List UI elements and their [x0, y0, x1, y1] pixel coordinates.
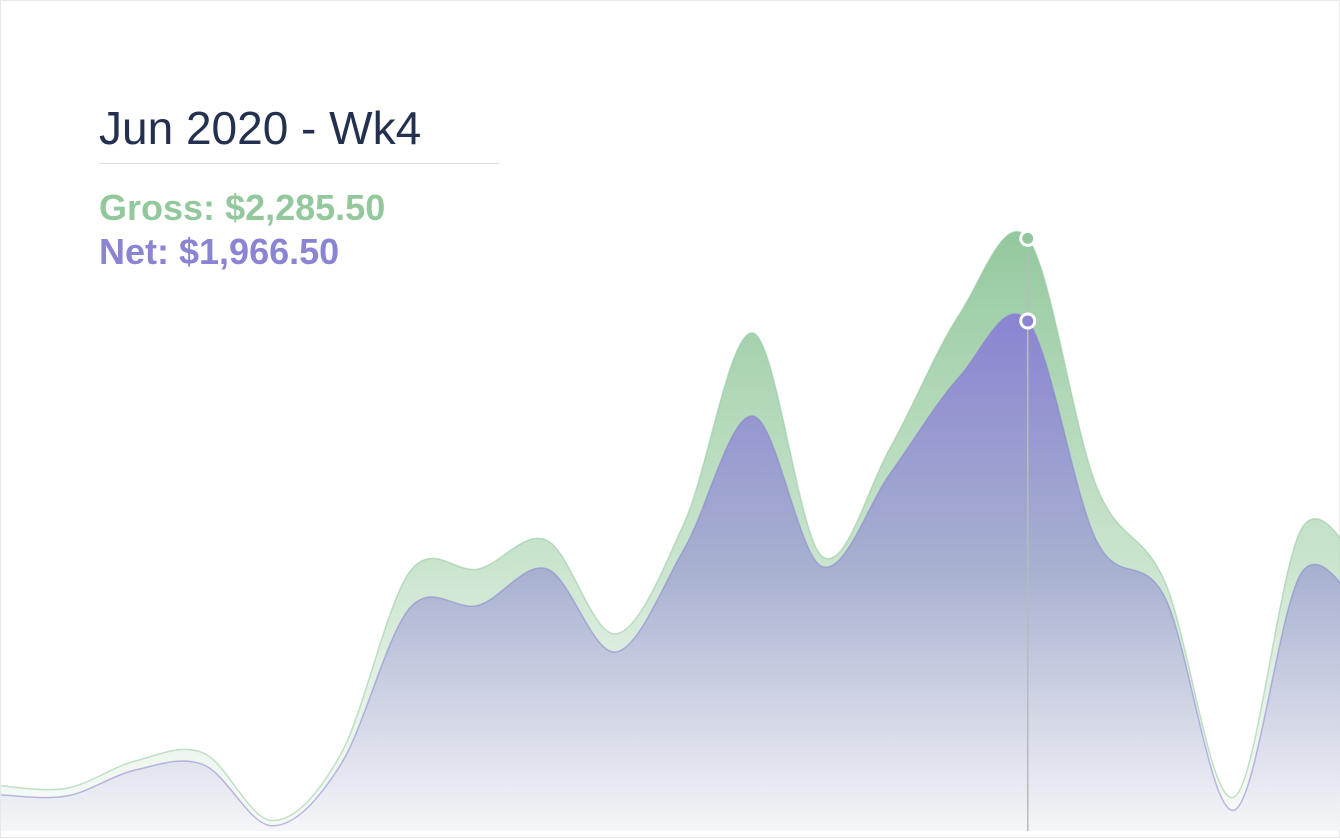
hover-point-gross[interactable] [1019, 229, 1037, 247]
net-label: Net: [99, 231, 169, 272]
gross-value: $2,285.50 [225, 187, 386, 228]
tooltip-title: Jun 2020 - Wk4 [99, 101, 499, 164]
series-line-net [1, 313, 1340, 827]
gross-metric: Gross: $2,285.50 [99, 186, 499, 230]
hover-point-net[interactable] [1019, 312, 1037, 330]
chart-tooltip: Jun 2020 - Wk4 Gross: $2,285.50 Net: $1,… [99, 101, 499, 274]
gross-label: Gross: [99, 187, 216, 228]
series-line-gross [1, 230, 1340, 822]
series-area-net[interactable] [1, 313, 1340, 831]
net-value: $1,966.50 [179, 231, 340, 272]
net-metric: Net: $1,966.50 [99, 230, 499, 274]
